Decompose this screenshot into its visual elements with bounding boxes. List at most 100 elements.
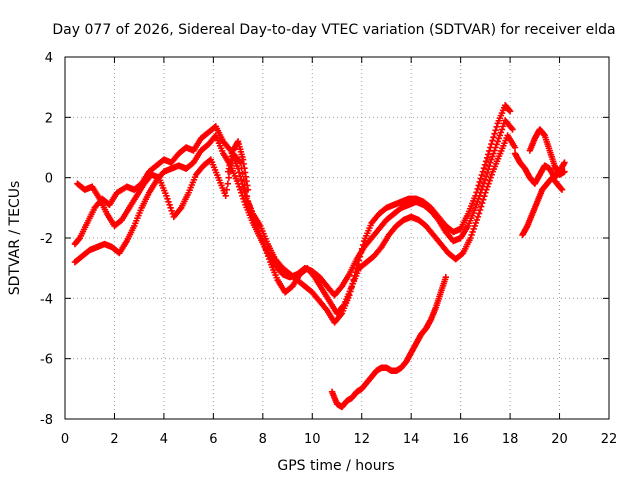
y-tick-label: -4 [40, 292, 53, 307]
data-point [250, 213, 257, 221]
data-point [251, 216, 258, 224]
x-tick-label: 6 [209, 432, 217, 447]
axis-ticks [64, 56, 610, 420]
data-point [236, 158, 243, 165]
x-tick-label: 10 [304, 432, 321, 447]
data-point [484, 151, 492, 158]
data-point [468, 231, 475, 239]
data-marks [71, 102, 568, 411]
data-point [234, 180, 242, 187]
data-point [469, 228, 476, 236]
data-point [246, 204, 254, 212]
x-tick-label: 14 [403, 432, 420, 447]
data-point [508, 124, 515, 132]
data-point [264, 252, 272, 260]
data-point [487, 159, 494, 166]
data-point [481, 176, 489, 184]
data-point [244, 186, 252, 193]
data-point [167, 204, 174, 212]
x-axis-label: GPS time / hours [277, 458, 394, 474]
data-point [492, 127, 499, 134]
data-point [265, 255, 273, 263]
data-point [483, 169, 491, 177]
data-point [494, 138, 501, 145]
data-point [488, 171, 495, 178]
data-point [484, 166, 492, 173]
data-point [482, 173, 490, 180]
data-point [506, 108, 514, 115]
data-point [509, 126, 516, 133]
data-point [166, 201, 173, 209]
y-tick-label: 4 [45, 51, 53, 66]
data-point [474, 213, 482, 221]
data-point [478, 199, 486, 207]
data-point [498, 126, 506, 133]
x-tick-label: 2 [110, 432, 118, 447]
data-point [261, 243, 269, 251]
x-tick-labels: 0 2 4 6 8 10 12 14 16 18 20 22 [61, 432, 617, 447]
data-point [222, 192, 229, 199]
data-point [476, 206, 484, 214]
data-point [475, 210, 483, 217]
data-point [471, 222, 478, 230]
data-point [223, 186, 230, 193]
series-track-h [225, 138, 252, 193]
data-point [499, 123, 507, 130]
data-point [247, 207, 255, 215]
x-tick-label: 16 [452, 432, 469, 447]
data-point [489, 153, 496, 160]
series-track-c [74, 132, 519, 317]
data-point [486, 177, 493, 184]
data-point [493, 141, 500, 148]
series-track-d [328, 274, 449, 411]
data-point [245, 201, 253, 209]
data-point [479, 168, 487, 175]
data-point [511, 144, 519, 151]
x-tick-label: 18 [502, 432, 519, 447]
data-point [480, 196, 487, 203]
data-point [477, 175, 484, 182]
y-tick-label: 2 [45, 111, 53, 126]
data-point [473, 216, 481, 224]
data-point [163, 192, 170, 199]
x-tick-label: 0 [61, 432, 69, 447]
data-point [489, 137, 496, 144]
chart-title: Day 077 of 2026, Sidereal Day-to-day VTE… [52, 22, 615, 38]
data-point [475, 195, 482, 202]
data-point [472, 219, 480, 227]
data-point [474, 198, 481, 205]
data-point [490, 133, 497, 141]
data-point [263, 249, 271, 257]
data-point [235, 183, 243, 190]
data-point [238, 189, 245, 196]
data-point [481, 161, 489, 168]
data-point [473, 201, 480, 209]
data-point [475, 182, 482, 189]
data-point [482, 189, 489, 196]
data-point [495, 135, 502, 142]
data-point [442, 274, 449, 281]
data-point [561, 168, 568, 175]
x-tick-label: 20 [551, 432, 568, 447]
y-tick-label: 0 [45, 172, 53, 187]
data-point [484, 183, 491, 190]
data-point [165, 198, 172, 205]
x-tick-label: 12 [353, 432, 370, 447]
data-point [482, 158, 490, 165]
data-point [472, 204, 479, 212]
data-point [497, 129, 505, 136]
y-tick-label: -2 [40, 232, 53, 247]
data-point [483, 154, 491, 162]
x-tick-label: 4 [160, 432, 168, 447]
y-tick-label: -8 [40, 413, 53, 428]
y-tick-labels: 4 2 0 -2 -4 -6 -8 [40, 51, 53, 428]
data-point [467, 234, 474, 242]
data-point [470, 225, 477, 233]
series-track-g [526, 126, 568, 178]
data-point [176, 205, 184, 213]
data-point [243, 192, 251, 200]
data-point [558, 186, 566, 193]
data-point [478, 171, 486, 179]
data-point [488, 156, 495, 163]
